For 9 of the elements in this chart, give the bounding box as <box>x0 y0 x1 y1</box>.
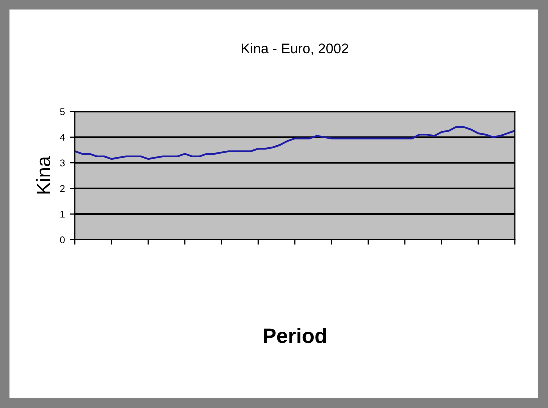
x-axis-title: Period <box>264 328 326 344</box>
y-axis-title: Kina <box>36 156 51 194</box>
y-tick-label: 5 <box>60 108 65 116</box>
y-tick-label: 4 <box>60 134 66 141</box>
y-tick-label: 1 <box>60 211 65 218</box>
y-tick-label: 0 <box>60 236 65 244</box>
y-tick-label: 3 <box>60 160 65 167</box>
y-tick-label: 2 <box>60 185 65 192</box>
chart-title: Kina - Euro, 2002 <box>242 43 348 56</box>
